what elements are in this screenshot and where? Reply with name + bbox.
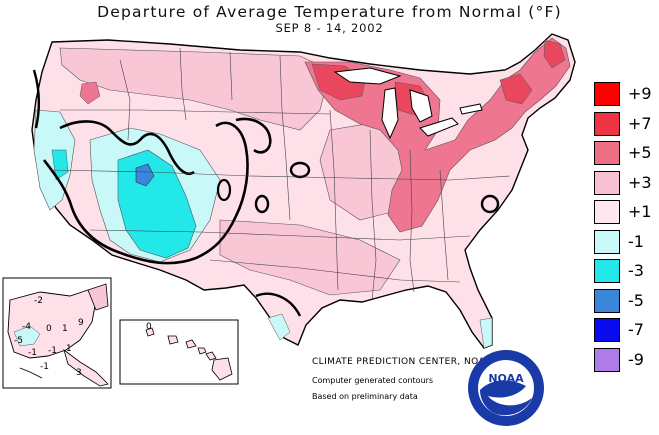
legend-swatch <box>594 200 620 224</box>
alaska-label: -5 <box>14 336 23 346</box>
legend-label: -1 <box>628 231 644 251</box>
map-subtitle: SEP 8 - 14, 2002 <box>275 21 384 35</box>
legend-label: -3 <box>628 261 644 280</box>
lake-superior <box>333 67 402 85</box>
legend-label: +1 <box>628 202 652 221</box>
noaa-logo-text: NOAA <box>488 372 524 385</box>
alaska-label: -4 <box>22 322 31 332</box>
lake-michigan <box>381 87 399 140</box>
alaska-label: 9 <box>78 318 84 328</box>
alaska-label: -1 <box>40 362 49 372</box>
alaska-label: -1 <box>28 348 37 358</box>
legend-label: -5 <box>628 290 644 310</box>
map-title: Departure of Average Temperature from No… <box>97 3 562 21</box>
legend-swatch <box>594 111 620 136</box>
legend-label: +3 <box>628 172 652 192</box>
legend-label: -9 <box>628 349 644 369</box>
hawaii-label: 0 <box>146 322 152 332</box>
credit-line-2: Based on preliminary data <box>312 392 418 401</box>
legend-swatch <box>594 347 620 372</box>
lake-ontario <box>459 103 483 115</box>
legend-swatch <box>594 288 620 313</box>
noaa-logo: NOAA <box>468 350 544 426</box>
legend-swatch <box>594 259 620 283</box>
legend-swatch <box>594 82 620 106</box>
cold-spot <box>135 163 155 187</box>
alaska-label: -1 <box>48 346 57 356</box>
alaska-label: 0 <box>46 324 52 334</box>
legend-swatch <box>594 229 620 254</box>
legend-label: +5 <box>628 143 652 162</box>
legend-swatch <box>594 141 620 165</box>
legend-swatch <box>594 170 620 195</box>
credit-line-1: Computer generated contours <box>312 376 434 385</box>
credit-center: CLIMATE PREDICTION CENTER, NOAA <box>312 357 492 367</box>
alaska-label: -2 <box>34 296 43 306</box>
legend-label: +9 <box>628 84 652 103</box>
lake-erie <box>419 117 459 137</box>
legend-label: +7 <box>628 113 652 133</box>
legend-label: -7 <box>628 320 644 339</box>
lake-huron <box>409 89 433 123</box>
alaska-label: 3 <box>76 368 82 378</box>
alaska-label: 1 <box>66 344 72 354</box>
legend-swatch <box>594 318 620 342</box>
alaska-label: 1 <box>62 324 68 334</box>
